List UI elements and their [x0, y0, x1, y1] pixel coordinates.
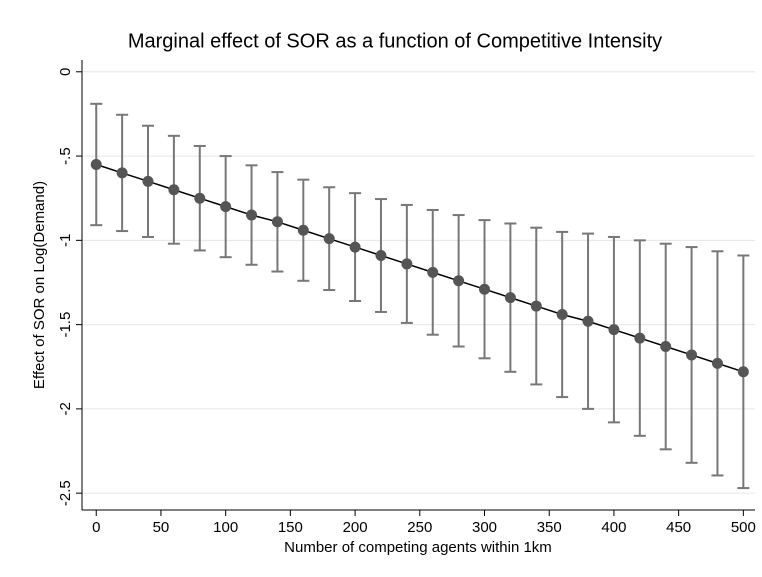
- marker: [194, 192, 206, 204]
- marker: [142, 175, 154, 187]
- x-tick-label: 150: [278, 519, 303, 536]
- y-tick-label: -2: [57, 402, 74, 415]
- marker: [608, 324, 620, 336]
- marker: [530, 300, 542, 312]
- y-tick-label: -.5: [57, 147, 74, 165]
- marker: [737, 366, 749, 378]
- y-tick-label: 0: [57, 68, 74, 76]
- y-tick-label: -2.5: [57, 480, 74, 506]
- marker: [634, 332, 646, 344]
- marker: [271, 216, 283, 228]
- x-tick-label: 0: [92, 519, 100, 536]
- marker: [686, 349, 698, 361]
- chart-title: Marginal effect of SOR as a function of …: [128, 30, 662, 52]
- marker: [556, 308, 568, 320]
- x-tick-label: 250: [407, 519, 432, 536]
- marker: [246, 209, 258, 221]
- marker: [297, 224, 309, 236]
- x-tick-label: 50: [153, 519, 170, 536]
- x-tick-label: 200: [343, 519, 368, 536]
- x-tick-label: 100: [213, 519, 238, 536]
- x-tick-label: 400: [601, 519, 626, 536]
- marker: [90, 158, 102, 170]
- x-tick-label: 300: [472, 519, 497, 536]
- x-tick-label: 500: [731, 519, 756, 536]
- line: [96, 163, 744, 373]
- marker: [427, 266, 439, 278]
- marker: [660, 341, 672, 353]
- x-tick-label: 450: [666, 519, 691, 536]
- x-axis-label: Number of competing agents within 1km: [284, 539, 552, 556]
- marker: [375, 250, 387, 262]
- marker: [582, 315, 594, 327]
- marker: [220, 201, 232, 213]
- marker: [323, 233, 335, 245]
- marker: [504, 292, 516, 304]
- marker: [479, 283, 491, 295]
- y-tick-label: -1.5: [57, 312, 74, 338]
- marker: [168, 184, 180, 196]
- y-tick-label: -1: [57, 234, 74, 247]
- marker: [116, 167, 128, 179]
- marker: [401, 258, 413, 270]
- y-axis-label: Effect of SOR on Log(Demand): [31, 181, 48, 389]
- marker: [711, 357, 723, 369]
- marker: [349, 241, 361, 253]
- x-tick-label: 350: [537, 519, 562, 536]
- marker: [453, 275, 465, 287]
